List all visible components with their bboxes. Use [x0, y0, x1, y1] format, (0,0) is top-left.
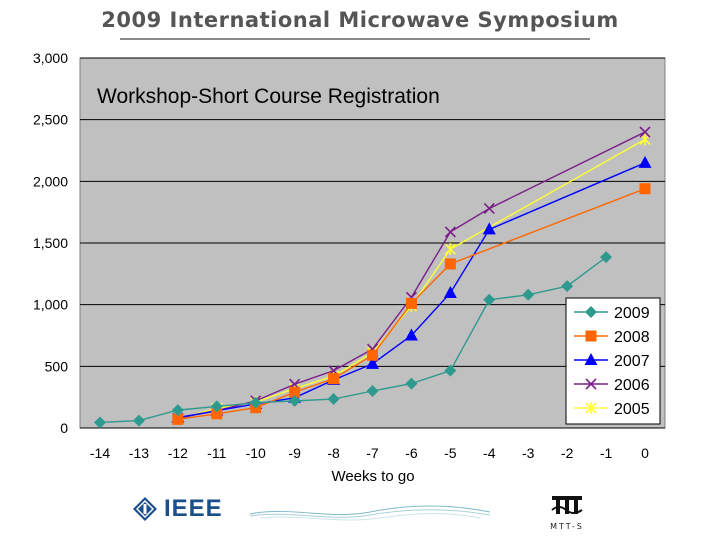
legend-entry-2008: 2008	[574, 329, 650, 346]
data-point-2009	[366, 385, 379, 397]
y-tick-label: 1,000	[33, 297, 68, 313]
series-line-2009	[99, 256, 607, 424]
data-point-2009	[444, 364, 457, 377]
ieee-diamond-icon	[133, 497, 157, 521]
mtt-mark-icon	[551, 496, 583, 514]
legend-label: 2007	[614, 353, 650, 370]
chart-title: Workshop-Short Course Registration	[97, 85, 440, 108]
x-tick-label: 0	[641, 445, 649, 461]
x-axis-ticks: -14 -13 -12 -11 -10 -9 -8 -7 -6 -5 -4 -3 -2 -1 0	[90, 445, 649, 461]
y-tick-label: 0	[60, 420, 68, 436]
x-tick-label: -2	[561, 445, 574, 461]
legend: 2009 2008 2007 2006 2005	[565, 297, 661, 425]
data-point-2008	[405, 297, 417, 309]
data-point-2009	[483, 293, 496, 306]
x-tick-label: -5	[444, 445, 457, 461]
series-line-2007	[177, 162, 646, 419]
data-point-2009	[522, 288, 535, 301]
x-tick-label: -14	[90, 445, 110, 461]
y-tick-label: 3,000	[33, 50, 68, 66]
y-tick-label: 2,000	[33, 173, 68, 189]
x-tick-label: -9	[288, 445, 301, 461]
legend-box	[565, 297, 661, 425]
data-point-2009	[405, 377, 418, 390]
data-point-2007	[482, 222, 496, 235]
legend-marker-2006	[585, 378, 597, 390]
legend-marker-2009	[585, 306, 597, 318]
data-point-2008	[639, 183, 651, 195]
data-point-2005	[444, 243, 456, 256]
data-point-2009	[561, 280, 574, 293]
data-point-2009	[288, 394, 301, 407]
x-tick-label: -3	[522, 445, 535, 461]
data-point-2006	[639, 126, 651, 138]
data-point-2007	[638, 155, 652, 168]
data-point-2008	[172, 413, 184, 425]
series-layer	[94, 126, 652, 429]
x-tick-label: -12	[168, 445, 188, 461]
symposium-banner: 2009 International Microwave Symposium	[101, 8, 619, 32]
legend-marker-2007	[584, 353, 598, 365]
legend-entry-2007: 2007	[574, 353, 650, 370]
x-tick-label: -11	[207, 445, 226, 461]
data-point-2006	[483, 202, 495, 215]
ieee-wordmark: IEEE	[164, 495, 223, 522]
legend-entry-2009: 2009	[574, 305, 650, 322]
data-point-2009	[132, 414, 145, 427]
data-point-2009	[171, 404, 184, 417]
x-tick-label: -4	[483, 445, 496, 461]
data-point-2008	[328, 373, 340, 385]
data-point-2008	[444, 258, 456, 270]
wave-decoration	[250, 505, 490, 521]
mtt-logo: MTT-S	[550, 494, 584, 531]
data-point-2007	[443, 285, 457, 298]
legend-label: 2008	[614, 329, 650, 346]
series-2009	[94, 251, 613, 429]
legend-marker-2005	[585, 402, 597, 414]
y-tick-label: 1,500	[33, 235, 68, 251]
x-tick-label: -8	[327, 445, 340, 461]
data-point-2007	[404, 328, 418, 341]
data-point-2007	[366, 356, 379, 369]
y-tick-label: 500	[45, 358, 69, 374]
data-point-2009	[210, 400, 223, 413]
data-point-2008	[367, 349, 378, 361]
data-point-2009	[94, 416, 106, 429]
x-tick-label: -7	[366, 445, 379, 461]
data-point-2006	[444, 226, 456, 238]
ieee-logo: IEEE	[132, 495, 223, 523]
data-point-2008	[289, 386, 301, 398]
legend-marker-2008	[585, 330, 597, 342]
x-tick-label: -10	[246, 445, 266, 461]
legend-label: 2009	[614, 305, 650, 322]
data-point-2009	[327, 393, 340, 406]
x-tick-label: -1	[600, 445, 613, 461]
mtt-wordmark: MTT-S	[550, 522, 584, 531]
x-tick-label: -6	[405, 445, 418, 461]
data-point-2008	[211, 408, 223, 420]
grid-lines	[80, 57, 665, 429]
x-axis-label: Weeks to go	[331, 468, 414, 485]
y-axis-ticks: 0 500 1,000 1,500 2,000 2,500 3,000	[33, 50, 68, 436]
data-point-2009	[600, 251, 613, 264]
data-point-2009	[249, 396, 262, 409]
x-tick-label: -13	[129, 445, 149, 461]
legend-entry-2006: 2006	[574, 377, 650, 394]
legend-label: 2006	[614, 377, 650, 394]
series-line-2006	[177, 131, 646, 419]
legend-entry-2005: 2005	[574, 401, 650, 418]
y-tick-label: 2,500	[33, 112, 68, 128]
legend-label: 2005	[614, 401, 650, 418]
banner-rule	[120, 38, 590, 40]
